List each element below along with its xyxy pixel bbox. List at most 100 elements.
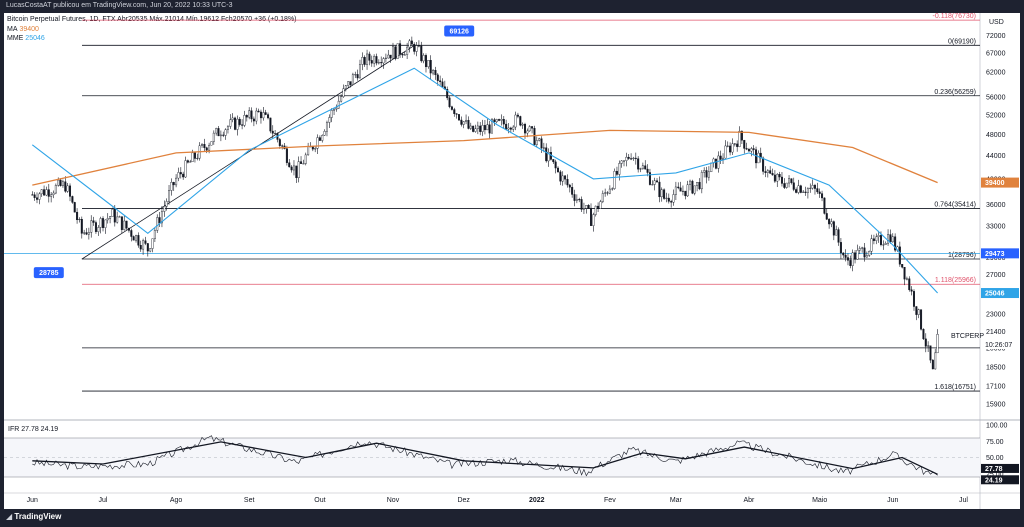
candle-body bbox=[884, 243, 887, 245]
candle-body bbox=[677, 186, 680, 189]
candle-body bbox=[528, 126, 531, 132]
candle-body bbox=[686, 184, 689, 197]
candle-body bbox=[670, 201, 673, 203]
x-tick-label: Maio bbox=[812, 497, 827, 504]
candle-body bbox=[281, 145, 284, 147]
y-tick-label: 15900 bbox=[986, 401, 1006, 408]
candle-body bbox=[410, 40, 413, 45]
candle-body bbox=[90, 220, 93, 233]
candle-body bbox=[373, 56, 376, 64]
y-tick-label: 44000 bbox=[986, 153, 1006, 160]
candle-body bbox=[73, 202, 76, 213]
candle-body bbox=[248, 110, 251, 118]
price-scale-tag-label: 25046 bbox=[985, 291, 1005, 298]
candle-body bbox=[618, 163, 621, 175]
candle-body bbox=[689, 180, 692, 185]
x-tick-label: Nov bbox=[387, 497, 400, 504]
rsi-tag bbox=[981, 463, 1019, 473]
candle-body bbox=[849, 260, 852, 266]
candle-body bbox=[135, 235, 138, 241]
candle-body bbox=[592, 214, 595, 226]
price-callout-box bbox=[444, 25, 475, 37]
candle-body bbox=[314, 148, 317, 150]
x-tick-label: Jun bbox=[887, 497, 898, 504]
candle-body bbox=[561, 175, 564, 182]
y-tick-label: 52000 bbox=[986, 112, 1006, 119]
candle-body bbox=[915, 306, 918, 315]
y-tick-label: 48000 bbox=[986, 132, 1006, 139]
candle-body bbox=[212, 132, 215, 142]
candle-body bbox=[500, 119, 503, 121]
rsi-line bbox=[32, 435, 938, 477]
candle-body bbox=[507, 127, 510, 130]
candle-body bbox=[120, 216, 123, 230]
candle-body bbox=[269, 117, 272, 132]
candle-body bbox=[406, 46, 409, 55]
candle-body bbox=[648, 172, 651, 185]
current-price-symbol: BTCPERP bbox=[951, 333, 984, 340]
candle-body bbox=[571, 187, 574, 195]
candle-body bbox=[625, 156, 628, 161]
candle-body bbox=[224, 129, 227, 136]
candle-body bbox=[241, 124, 244, 126]
price-chart[interactable]: 1590017100185002000021400230002500027000… bbox=[4, 13, 1020, 509]
price-scale-tag-label: 29473 bbox=[985, 251, 1005, 258]
candle-body bbox=[446, 89, 449, 99]
candle-body bbox=[179, 172, 182, 175]
candle-body bbox=[151, 238, 154, 249]
candle-body bbox=[61, 181, 64, 186]
y-tick-label: 18500 bbox=[986, 364, 1006, 371]
candle-body bbox=[203, 144, 206, 148]
rsi-legend: IFR 27.78 24.19 bbox=[8, 426, 58, 433]
candle-body bbox=[40, 189, 43, 195]
candle-body bbox=[806, 188, 809, 193]
candle-body bbox=[585, 205, 588, 209]
candle-body bbox=[842, 252, 845, 256]
candle-body bbox=[672, 194, 675, 203]
candle-body bbox=[427, 60, 430, 68]
legend-mme-label: MME bbox=[7, 35, 24, 42]
candle-body bbox=[877, 235, 880, 238]
tradingview-logo[interactable]: ◢ TradingView bbox=[6, 512, 61, 521]
chart-panel[interactable]: Bitcoin Perpetual Futures, 1D, FTX Abr20… bbox=[4, 13, 1020, 509]
candle-body bbox=[123, 220, 126, 230]
candle-body bbox=[189, 161, 192, 163]
y-tick-label: 72000 bbox=[986, 33, 1006, 40]
candle-body bbox=[413, 44, 416, 52]
trend-line bbox=[81, 45, 415, 260]
candle-body bbox=[825, 213, 828, 220]
candle-body bbox=[705, 170, 708, 178]
candle-body bbox=[71, 196, 74, 203]
candle-body bbox=[163, 206, 166, 212]
candle-body bbox=[823, 197, 826, 214]
candle-body bbox=[724, 145, 727, 159]
candle-body bbox=[912, 291, 915, 307]
candle-body bbox=[854, 252, 857, 260]
candle-body bbox=[802, 191, 805, 193]
candle-body bbox=[898, 246, 901, 265]
candle-body bbox=[929, 345, 932, 361]
x-tick-label: Jul bbox=[99, 497, 108, 504]
candle-body bbox=[127, 227, 130, 231]
candle-body bbox=[184, 160, 187, 178]
candle-body bbox=[821, 193, 824, 199]
candle-body bbox=[453, 109, 456, 114]
candle-body bbox=[837, 229, 840, 243]
candle-body bbox=[255, 110, 258, 122]
candle-body bbox=[472, 125, 475, 132]
candle-body bbox=[908, 278, 911, 291]
candle-body bbox=[153, 230, 156, 239]
candle-body bbox=[99, 218, 102, 228]
candle-body bbox=[615, 170, 618, 175]
candle-body bbox=[844, 254, 847, 258]
candle-body bbox=[894, 236, 897, 251]
candle-body bbox=[64, 181, 67, 192]
candle-body bbox=[882, 244, 885, 246]
candle-body bbox=[130, 230, 133, 237]
candle-body bbox=[792, 182, 795, 190]
candle-body bbox=[264, 112, 267, 115]
candle-body bbox=[538, 138, 541, 141]
y-tick-label: 62000 bbox=[986, 70, 1006, 77]
candle-body bbox=[87, 232, 90, 235]
candle-body bbox=[839, 242, 842, 254]
